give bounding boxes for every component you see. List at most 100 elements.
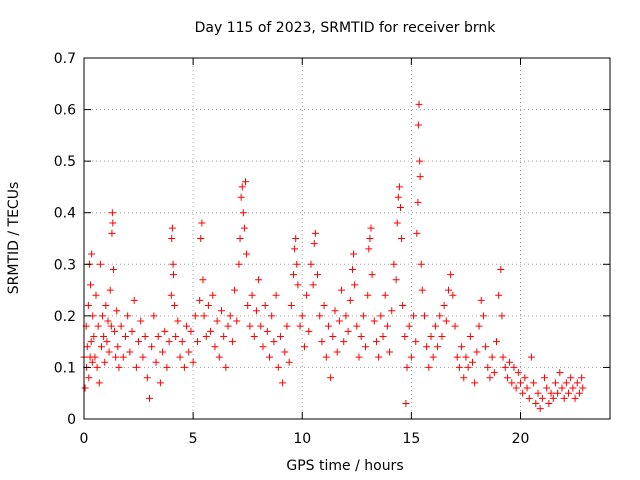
data-point bbox=[246, 322, 254, 330]
data-point bbox=[394, 193, 402, 201]
data-point bbox=[187, 327, 195, 335]
data-point bbox=[366, 235, 374, 242]
data-point bbox=[536, 405, 544, 413]
data-point bbox=[447, 271, 455, 279]
data-point bbox=[85, 374, 93, 382]
data-point bbox=[414, 121, 422, 129]
data-point bbox=[159, 348, 167, 356]
data-point bbox=[178, 338, 186, 346]
data-point bbox=[551, 379, 559, 387]
data-point bbox=[119, 353, 127, 361]
data-point bbox=[425, 363, 433, 371]
y-tick-label: 0.7 bbox=[54, 51, 76, 67]
data-point bbox=[237, 193, 245, 201]
data-point bbox=[372, 338, 380, 346]
data-point bbox=[415, 100, 423, 108]
data-point bbox=[403, 363, 411, 371]
data-point bbox=[453, 353, 461, 361]
data-point bbox=[455, 363, 463, 371]
data-point bbox=[545, 400, 553, 408]
data-point bbox=[154, 332, 162, 340]
data-point bbox=[309, 281, 317, 289]
data-point bbox=[174, 317, 182, 325]
data-point bbox=[165, 338, 173, 346]
data-point bbox=[93, 363, 101, 371]
data-point bbox=[130, 296, 138, 304]
data-point bbox=[475, 322, 483, 330]
data-point bbox=[388, 307, 396, 315]
data-point bbox=[291, 245, 299, 253]
data-point bbox=[296, 322, 304, 330]
data-point bbox=[497, 265, 505, 273]
data-point bbox=[431, 322, 439, 330]
data-point bbox=[141, 332, 149, 340]
x-tick-label: 20 bbox=[512, 431, 530, 447]
data-point bbox=[83, 343, 91, 351]
data-point bbox=[290, 271, 298, 279]
data-point bbox=[351, 281, 359, 289]
data-point bbox=[244, 302, 252, 310]
data-point bbox=[521, 374, 529, 382]
x-tick-label: 5 bbox=[189, 431, 198, 447]
data-point bbox=[255, 276, 263, 284]
data-point bbox=[427, 332, 435, 340]
data-point bbox=[293, 260, 301, 268]
data-point bbox=[355, 353, 363, 361]
data-point bbox=[169, 260, 177, 268]
data-point bbox=[365, 245, 373, 253]
data-point bbox=[91, 353, 99, 361]
data-point bbox=[333, 348, 341, 356]
data-point bbox=[451, 322, 459, 330]
data-point bbox=[112, 353, 120, 361]
data-point bbox=[84, 302, 92, 310]
data-point bbox=[350, 250, 358, 258]
data-point bbox=[335, 317, 343, 325]
y-tick-label: 0.1 bbox=[54, 360, 76, 376]
data-point bbox=[109, 219, 117, 227]
data-point bbox=[399, 302, 407, 310]
data-point bbox=[193, 338, 201, 346]
data-point bbox=[191, 312, 199, 320]
data-point bbox=[107, 322, 115, 330]
data-point bbox=[204, 302, 212, 310]
data-point bbox=[530, 379, 538, 387]
data-point bbox=[423, 343, 431, 351]
data-point bbox=[224, 322, 232, 330]
data-point bbox=[342, 312, 350, 320]
data-point bbox=[438, 332, 446, 340]
data-point bbox=[108, 209, 116, 217]
data-point bbox=[405, 322, 413, 330]
data-point bbox=[283, 322, 291, 330]
data-point bbox=[114, 343, 122, 351]
data-point bbox=[137, 317, 145, 325]
data-point bbox=[197, 235, 205, 242]
data-point bbox=[320, 302, 328, 310]
data-point bbox=[562, 379, 570, 387]
data-point bbox=[87, 338, 95, 346]
data-point bbox=[259, 343, 267, 351]
data-point bbox=[484, 363, 492, 371]
data-point bbox=[416, 157, 424, 165]
data-point bbox=[92, 291, 100, 299]
data-point bbox=[81, 384, 89, 392]
data-point bbox=[479, 312, 487, 320]
data-point bbox=[106, 286, 114, 294]
data-point bbox=[527, 353, 535, 361]
data-point bbox=[270, 338, 278, 346]
data-point bbox=[87, 281, 95, 289]
data-point bbox=[218, 307, 226, 315]
data-point bbox=[344, 327, 352, 335]
data-point bbox=[412, 338, 420, 346]
data-point bbox=[490, 369, 498, 377]
data-point bbox=[383, 322, 391, 330]
data-point bbox=[171, 302, 179, 310]
data-point bbox=[185, 348, 193, 356]
data-point bbox=[390, 260, 398, 268]
data-point bbox=[519, 389, 527, 397]
data-point bbox=[169, 271, 177, 279]
data-point bbox=[340, 338, 348, 346]
data-point bbox=[168, 235, 176, 242]
data-point bbox=[367, 224, 375, 232]
data-point bbox=[233, 317, 241, 325]
data-point bbox=[292, 235, 300, 242]
